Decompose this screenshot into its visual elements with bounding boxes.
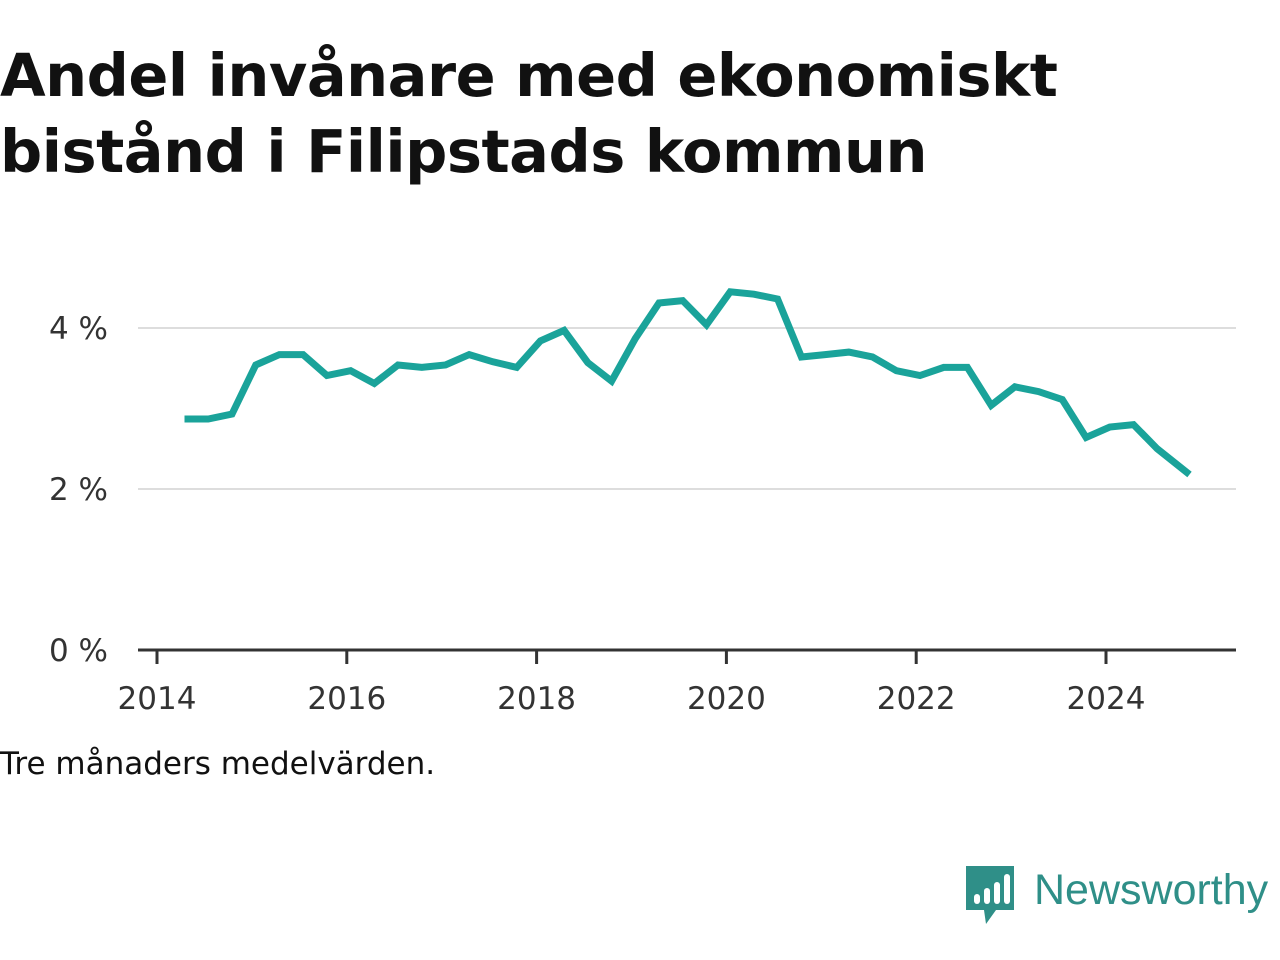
- x-tick-label: 2022: [877, 681, 956, 717]
- y-axis-tick-labels: 0 % 2 % 4 %: [49, 311, 108, 669]
- x-tick-label: 2016: [307, 681, 386, 717]
- chart-title: Andel invånare med ekonomiskt bistånd i …: [0, 38, 1260, 190]
- line-chart: 0 % 2 % 4 % 2014 2016 2018 2020 2022 2024: [49, 288, 1236, 717]
- series-group: [184, 288, 1192, 478]
- y-tick-label: 0 %: [49, 633, 108, 669]
- brand-logo: Newsworthy: [964, 862, 1268, 928]
- x-tick-label: 2024: [1067, 681, 1146, 717]
- newsworthy-logo-icon: [966, 866, 1014, 924]
- brand-name: Newsworthy: [1034, 865, 1269, 914]
- gridlines: [138, 327, 1236, 490]
- chart-title-line-2: bistånd i Filipstads kommun: [0, 117, 928, 186]
- x-tick-label: 2014: [118, 681, 197, 717]
- x-axis: [138, 648, 1236, 664]
- chart-note: Tre månaders medelvärden.: [0, 746, 436, 782]
- y-tick-label: 2 %: [49, 472, 108, 508]
- chart-title-line-1: Andel invånare med ekonomiskt: [0, 41, 1058, 110]
- series-line: [184, 288, 1192, 478]
- x-tick-label: 2018: [497, 681, 576, 717]
- x-axis-tick-labels: 2014 2016 2018 2020 2022 2024: [118, 681, 1146, 717]
- x-tick-label: 2020: [687, 681, 766, 717]
- y-tick-label: 4 %: [49, 311, 108, 347]
